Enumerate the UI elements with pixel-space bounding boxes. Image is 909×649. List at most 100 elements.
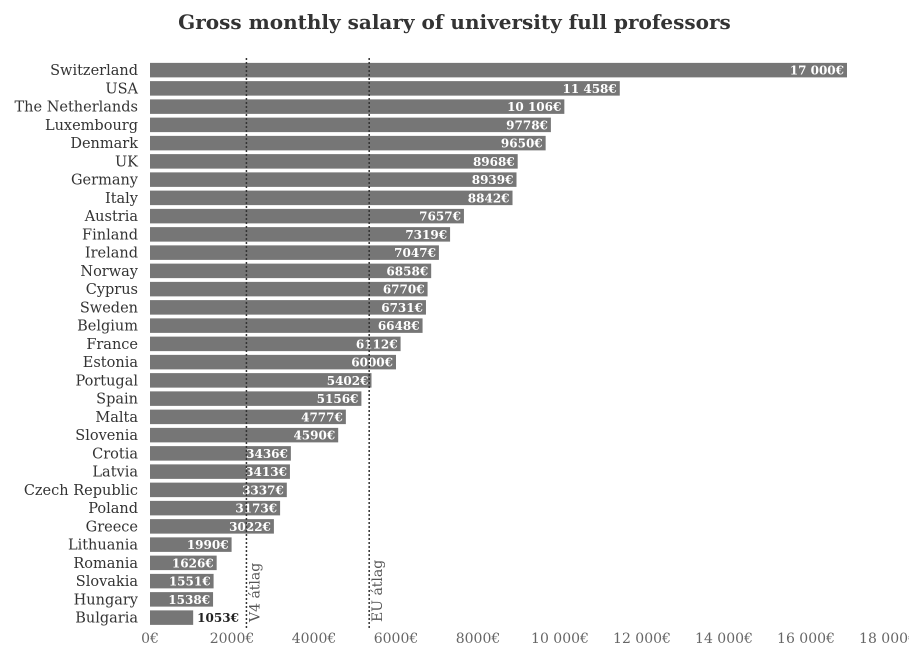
bar [150,190,513,206]
category-label: Denmark [70,136,138,152]
category-label: Czech Republic [24,483,138,499]
x-tick-label: 18 000€ [859,631,909,647]
category-label: Portugal [75,373,138,389]
bar [150,573,214,589]
bar-value-label: 6731€ [381,301,423,315]
reference-line-label: V4 átlag [247,563,263,623]
bar [150,500,281,516]
bar [150,610,194,625]
category-label: Slovenia [75,428,138,444]
bar [150,227,451,242]
bar-value-label: 10 106€ [507,100,561,114]
category-label: Greece [86,519,138,535]
bar [150,263,432,279]
x-tick-label: 8000€ [456,631,501,647]
x-tick-label: 2000€ [210,631,255,647]
category-label: Belgium [77,319,138,335]
bar [150,154,518,169]
category-label: Switzerland [50,63,138,79]
bar [150,391,362,406]
category-label: Cyprus [86,282,138,298]
category-label: Crotia [92,446,138,462]
bar [150,373,372,388]
bar-value-label: 4777€ [301,410,343,424]
bar-value-label: 1538€ [168,593,210,607]
bar [150,300,426,315]
category-label: Lithuania [68,538,138,554]
bar [150,245,439,260]
bar-value-label: 8842€ [468,191,510,205]
chart-title: Gross monthly salary of university full … [178,10,731,34]
bar-value-label: 9778€ [506,118,548,132]
bar [150,81,620,96]
category-label: Malta [95,410,138,426]
bar-value-label: 5402€ [327,374,369,388]
category-label: Estonia [83,355,139,371]
bar-value-label: 1053€ [197,611,239,625]
x-tick-label: 6000€ [374,631,419,647]
bar-value-label: 9650€ [501,137,543,151]
bar-value-label: 1551€ [169,575,211,589]
category-label: Austria [84,209,139,225]
bar [150,135,546,151]
bar-value-label: 6858€ [386,264,428,278]
bar-value-label: 11 458€ [562,82,616,96]
category-label: The Netherlands [15,100,139,116]
category-label: Sweden [80,300,138,316]
x-tick-label: 10 000€ [531,631,589,647]
category-label: Ireland [85,246,138,262]
bar-value-label: 1990€ [187,538,229,552]
category-label: Spain [96,392,138,408]
x-tick-label: 16 000€ [777,631,835,647]
category-label: Poland [88,501,138,517]
bar [150,318,423,333]
category-label: Luxembourg [45,118,138,134]
bar [150,354,396,370]
bar-value-label: 5156€ [317,392,359,406]
category-label: Germany [71,173,139,189]
bar [150,519,274,534]
bar-value-label: 6770€ [383,283,425,297]
bar-value-label: 7319€ [405,228,447,242]
bar-value-label: 6648€ [378,319,420,333]
bar-value-label: 3173€ [235,502,277,516]
bar [150,446,291,461]
bar [150,117,551,133]
bar-value-label: 3022€ [229,520,271,534]
bar [150,208,464,224]
category-label: Italy [105,191,139,207]
bar-value-label: 6000€ [351,356,393,370]
category-label: Romania [73,556,138,572]
x-tick-label: 0€ [141,631,159,647]
bar-value-label: 6112€ [356,337,398,351]
bar [150,99,565,114]
bar [150,555,217,571]
bar [150,592,214,607]
x-tick-label: 4000€ [292,631,337,647]
bar-value-label: 8968€ [473,155,515,169]
category-label: Hungary [74,592,139,608]
x-tick-label: 12 000€ [613,631,671,647]
bar [150,62,847,78]
bar-value-label: 17 000€ [790,64,844,78]
bar-value-label: 3413€ [245,465,287,479]
bar [150,281,428,297]
bar [150,427,339,443]
category-label: Latvia [92,465,138,481]
category-label: Finland [82,227,138,243]
bar [150,464,290,479]
x-tick-label: 14 000€ [695,631,753,647]
category-label: USA [105,81,138,97]
reference-line-label: EU átlag [370,560,386,622]
bar [150,482,287,498]
bar-value-label: 7047€ [394,246,436,260]
bar-value-label: 1626€ [172,556,214,570]
bar-value-label: 3337€ [242,483,284,497]
bar [150,172,517,187]
category-label: France [86,337,138,353]
category-label: Bulgaria [75,611,138,627]
bar-value-label: 7657€ [419,210,461,224]
bar-value-label: 3436€ [246,447,288,461]
category-label: UK [115,154,139,170]
